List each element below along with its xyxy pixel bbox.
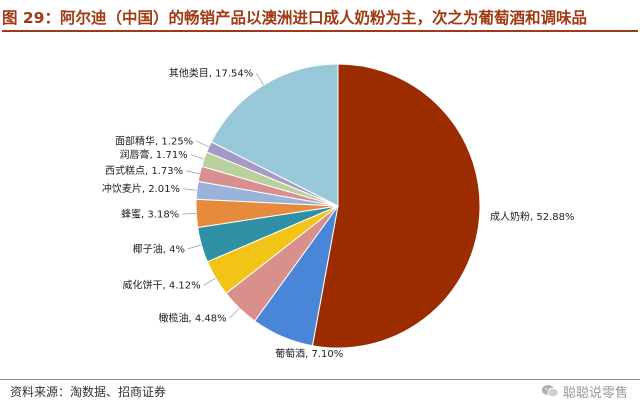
label-slice-6: 蜂蜜, 3.18% bbox=[121, 208, 179, 221]
leader-slice-10 bbox=[196, 140, 210, 148]
label-slice-9: 润唇膏, 1.71% bbox=[120, 148, 188, 161]
label-slice-8: 西式糕点, 1.73% bbox=[105, 164, 183, 177]
leader-slice-5 bbox=[187, 244, 202, 250]
source-note: 资料来源：淘数据、招商证券 bbox=[10, 385, 167, 399]
leader-slice-8 bbox=[186, 170, 200, 175]
label-slice-4: 威化饼干, 4.12% bbox=[122, 279, 200, 292]
leader-slice-3 bbox=[229, 307, 240, 319]
label-slice-3: 橄榄油, 4.48% bbox=[158, 312, 226, 325]
pie-slice-1 bbox=[311, 63, 481, 349]
leader-slice-7 bbox=[182, 188, 197, 191]
leader-slice-9 bbox=[190, 154, 205, 160]
source-divider bbox=[0, 379, 640, 380]
watermark-text: 聪聪说零售 bbox=[562, 385, 628, 401]
label-slice-2: 葡萄酒, 7.10% bbox=[275, 347, 343, 360]
label-slice-11: 其他类目, 17.54% bbox=[169, 67, 254, 80]
pie-chart: 成人奶粉, 52.88% 葡萄酒, 7.10% 橄榄油, 4.48% 威化饼干, 4.… bbox=[102, 63, 575, 360]
leader-slice-11 bbox=[256, 72, 264, 86]
label-slice-7: 冲饮麦片, 2.01% bbox=[102, 182, 180, 195]
leader-slice-4 bbox=[203, 277, 216, 286]
label-slice-1: 成人奶粉, 52.88% bbox=[490, 210, 575, 223]
wechat-icon bbox=[541, 385, 559, 398]
figure-title: 图 29：阿尔迪（中国）的畅销产品以澳洲进口成人奶粉为主，次之为葡萄酒和调味品 bbox=[2, 4, 638, 32]
label-slice-10: 面部精华, 1.25% bbox=[115, 135, 193, 148]
leader-slice-6 bbox=[182, 213, 197, 215]
watermark: 聪聪说零售 bbox=[541, 381, 628, 401]
label-slice-5: 椰子油, 4% bbox=[133, 242, 185, 255]
